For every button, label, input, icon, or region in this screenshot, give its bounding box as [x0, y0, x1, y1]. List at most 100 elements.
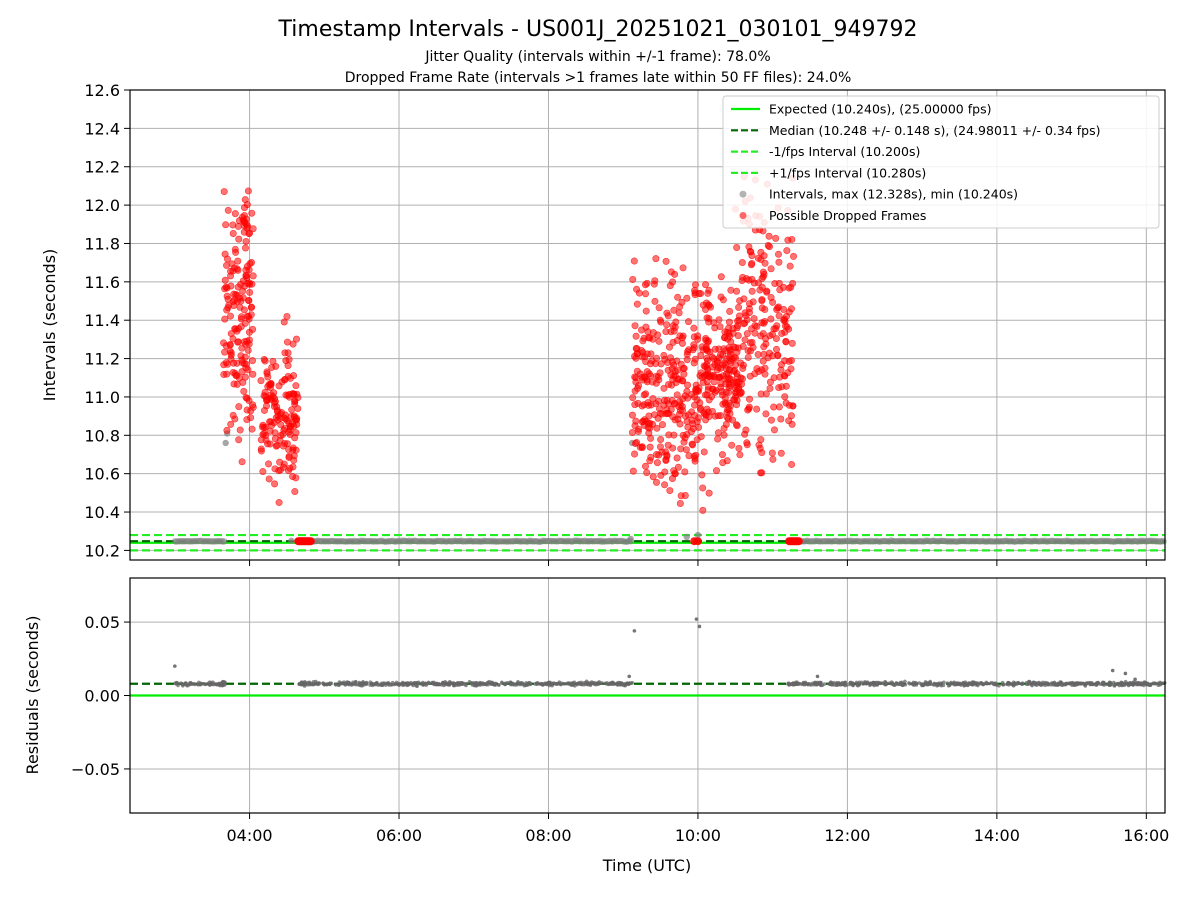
interval-point: [1079, 538, 1086, 545]
interval-point: [371, 537, 378, 545]
interval-point: [288, 537, 295, 545]
residual-point: [385, 681, 390, 685]
interval-point: [1124, 537, 1131, 544]
interval-point: [1010, 538, 1018, 546]
legend-marker: [739, 190, 747, 198]
dropped-frame-point: [684, 381, 692, 389]
interval-point: [1064, 537, 1071, 545]
interval-point: [996, 538, 1003, 545]
dropped-frame-point: [693, 436, 701, 444]
dropped-frame-point: [259, 468, 267, 476]
interval-point: [345, 538, 352, 545]
dropped-frame-point: [734, 344, 742, 352]
interval-point: [968, 537, 976, 545]
dropped-frame-point: [663, 452, 671, 460]
interval-point: [392, 538, 399, 545]
interval-point: [438, 538, 445, 545]
dropped-frame-point: [727, 286, 735, 294]
residual-point: [957, 682, 962, 687]
interval-point: [484, 538, 491, 545]
interval-point: [1104, 537, 1111, 545]
interval-point: [811, 538, 818, 545]
interval-point: [387, 537, 394, 545]
interval-point: [554, 538, 561, 545]
intervals-y-tick-label: 10.4: [84, 503, 120, 522]
dropped-frame-point: [699, 506, 707, 514]
dropped-frame-point: [716, 373, 724, 381]
dropped-frame-point: [647, 453, 655, 461]
dropped-frame-point: [744, 347, 752, 355]
residual-point: [806, 682, 810, 687]
interval-point: [1028, 538, 1035, 545]
dropped-frame-point: [284, 362, 292, 370]
dropped-frame-point: [725, 389, 733, 397]
interval-point: [356, 538, 363, 545]
dropped-frame-point: [703, 299, 711, 307]
dropped-frame-point: [704, 289, 712, 297]
dropped-frame-point: [674, 415, 682, 423]
residual-point: [865, 680, 870, 684]
interval-point: [907, 538, 914, 545]
dropped-frame-point: [691, 291, 699, 299]
interval-point: [938, 537, 946, 545]
dropped-frame-point: [725, 405, 733, 413]
dropped-frame-point: [271, 480, 279, 488]
dropped-frame-point: [676, 303, 684, 311]
residual-point: [490, 680, 495, 685]
residual-point: [179, 681, 183, 685]
dropped-frame-point: [725, 324, 733, 332]
dropped-frame-point: [709, 363, 717, 371]
interval-point: [198, 537, 206, 545]
residual-point: [322, 682, 327, 687]
dropped-frame-point: [241, 319, 249, 327]
interval-point: [1119, 538, 1126, 545]
dropped-frame-point: [783, 247, 791, 255]
dropped-frame-point: [694, 332, 702, 340]
residual-point: [575, 681, 580, 686]
interval-point: [409, 537, 417, 545]
dropped-frame-point: [684, 423, 692, 431]
residual-point: [629, 681, 634, 685]
interval-point: [801, 538, 809, 545]
interval-point: [592, 537, 600, 545]
dropped-frame-point: [240, 211, 248, 219]
dropped-frame-point: [704, 337, 712, 345]
residual-point: [426, 681, 431, 686]
residual-point: [967, 681, 971, 686]
interval-point: [1159, 537, 1166, 545]
interval-point: [858, 537, 866, 545]
interval-point: [873, 537, 881, 545]
interval-point: [318, 538, 326, 545]
residual-point: [361, 683, 366, 687]
residual-point: [174, 681, 178, 686]
dropped-frame-point: [691, 281, 699, 289]
interval-point: [498, 538, 505, 545]
interval-point: [353, 538, 361, 545]
dropped-frame-point: [247, 303, 255, 311]
interval-point: [963, 537, 971, 545]
dropped-frame-point: [700, 448, 708, 456]
residual-point: [697, 624, 702, 629]
interval-point: [1054, 537, 1062, 545]
interval-point: [961, 537, 968, 545]
interval-point: [321, 538, 328, 545]
dropped-frame-point: [747, 261, 755, 269]
dropped-frame-point: [220, 188, 228, 196]
interval-point: [1110, 538, 1118, 545]
interval-point: [366, 538, 373, 545]
interval-point: [871, 538, 878, 545]
interval-point: [215, 538, 222, 545]
interval-point: [205, 538, 212, 545]
dropped-frame-point: [762, 340, 770, 348]
dropped-frame-point: [271, 429, 279, 437]
dropped-frame-point: [292, 429, 300, 437]
interval-point: [559, 537, 566, 545]
intervals-y-tick-label: 10.6: [84, 465, 120, 484]
interval-point: [435, 537, 443, 545]
interval-point: [978, 537, 985, 545]
dropped-frame-point: [766, 384, 774, 392]
dropped-frame-point: [777, 449, 785, 457]
interval-point: [903, 538, 911, 545]
legend-label: Intervals, max (12.328s), min (10.240s): [769, 187, 1018, 202]
residual-point: [1094, 683, 1099, 687]
